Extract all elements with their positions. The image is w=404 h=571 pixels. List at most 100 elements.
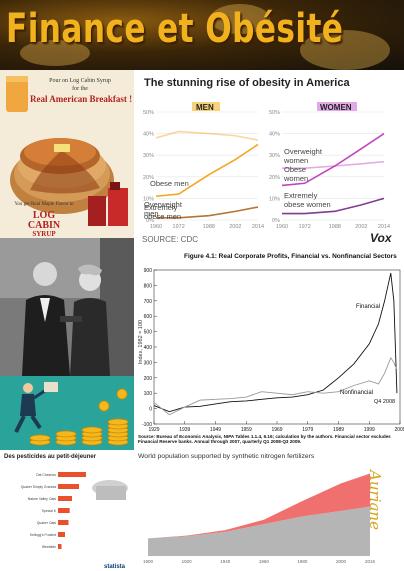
profits-x-tick: 1929 [148, 427, 159, 433]
population-x-tick: 1920 [182, 559, 193, 564]
pesticides-chart: Des pesticides au petit-déjeuner Oat Che… [0, 450, 134, 571]
profits-chart: Figure 4.1: Real Corporate Profits, Fina… [134, 246, 404, 448]
profits-y-axis-label: Index, 1982 = 100 [138, 320, 144, 364]
statista-logo: statista [104, 564, 126, 570]
coins-illustration [0, 376, 134, 450]
obesity-y-tick: 10% [269, 196, 280, 202]
women-obese-label: Obese women [283, 165, 308, 183]
page-title: Finance et Obésité [6, 6, 344, 52]
women-panel-label: WOMEN [320, 103, 352, 112]
q4-2008-annotation: Q4 2008 [374, 399, 395, 405]
ad-brand-3: SYRUP [32, 230, 56, 238]
obesity-y-tick: 20% [143, 175, 154, 181]
population-x-tick: 1900 [143, 559, 154, 564]
obesity-x-tick: 2014 [378, 224, 390, 230]
obesity-chart: The stunning rise of obesity in America … [134, 70, 404, 246]
profits-y-tick: 600 [144, 314, 153, 320]
obesity-chart-svg: The stunning rise of obesity in America … [142, 77, 393, 245]
obesity-source: SOURCE: CDC [142, 235, 198, 244]
profits-chart-svg: Figure 4.1: Real Corporate Profits, Fina… [138, 253, 404, 433]
profits-x-tick: 1959 [241, 427, 252, 433]
obesity-y-tick: 0% [146, 218, 154, 224]
obesity-x-tick: 2002 [229, 224, 241, 230]
obesity-y-tick: 10% [143, 196, 154, 202]
pesticide-category-label: Nature Valley Oats [28, 497, 57, 501]
profits-x-tick: 1969 [271, 427, 282, 433]
pesticide-bar [58, 484, 79, 489]
pesticides-chart-svg: Des pesticides au petit-déjeuner Oat Che… [4, 454, 128, 570]
profits-x-tick: 1999 [364, 427, 375, 433]
pesticide-bar [58, 508, 70, 513]
men-overweight-label: Overweight men [144, 200, 183, 218]
obesity-y-tick: 40% [143, 132, 154, 138]
obesity-x-tick: 2014 [252, 224, 264, 230]
profits-x-tick: 1989 [333, 427, 344, 433]
profits-y-tick: 200 [144, 376, 153, 382]
ad-line-2: for the [72, 86, 88, 92]
financial-series-label: Financial [356, 304, 380, 310]
women-overweight-label: Overweight women [283, 147, 323, 165]
population-x-tick: 1980 [297, 559, 308, 564]
obesity-x-tick: 1988 [329, 224, 341, 230]
ad-line-3: Real American Breakfast ! [30, 94, 133, 104]
population-chart-svg: World population supported by synthetic … [138, 453, 376, 564]
obesity-y-tick: 0% [272, 218, 280, 224]
signature: Auriane [366, 470, 384, 530]
profits-y-tick: -100 [142, 422, 152, 428]
profits-chart-title: Figure 4.1: Real Corporate Profits, Fina… [184, 253, 397, 260]
population-total-area [148, 506, 370, 556]
profits-y-tick: 0 [149, 407, 152, 413]
pesticides-title: Des pesticides au petit-déjeuner [4, 454, 97, 460]
profits-x-tick: 1939 [179, 427, 190, 433]
obesity-y-tick: 30% [143, 153, 154, 159]
nonfinancial-series-label: Nonfinancial [340, 390, 373, 396]
profits-plot-frame [153, 269, 401, 425]
pesticide-bar [58, 496, 72, 501]
pesticide-category-label: Kellogg's Frosted [30, 533, 56, 537]
profits-x-tick: 1979 [302, 427, 313, 433]
pesticide-category-label: Special K [42, 509, 57, 513]
profits-x-tick: 2009 [394, 427, 404, 433]
leaders-photo-illustration [0, 238, 134, 376]
men-panel-label: MEN [196, 103, 214, 112]
profits-source: Source: Bureau of Economic Analysis, NIP… [138, 434, 391, 445]
population-x-tick: 1960 [259, 559, 270, 564]
population-chart: World population supported by synthetic … [134, 448, 404, 571]
profits-y-tick: 500 [144, 330, 153, 336]
women-panel-tag-bg [317, 102, 357, 111]
profits-y-tick: 300 [144, 360, 153, 366]
profits-y-tick: 100 [144, 391, 153, 397]
breakfast-ad-image: Pour on Log Cabin Syrup for the Real Ame… [0, 70, 134, 238]
profits-y-tick: 400 [144, 345, 153, 351]
ad-brand-2: CABIN [27, 220, 61, 231]
ad-line-4: You get Real Maple Flavor in [14, 202, 74, 207]
obesity-chart-title: The stunning rise of obesity in America [144, 77, 350, 89]
profits-series-line [153, 356, 398, 416]
obesity-series-line [156, 206, 259, 219]
obesity-series-line [155, 143, 259, 198]
population-x-tick: 2015 [365, 559, 376, 564]
pesticide-category-label: Quaker Simply Granola [21, 485, 56, 489]
pesticide-category-label: Oat Cheerios [36, 473, 56, 477]
profits-y-tick: 900 [144, 268, 153, 274]
obesity-x-tick: 1988 [203, 224, 215, 230]
obesity-y-tick: 50% [269, 110, 280, 116]
pesticide-bar [58, 544, 62, 549]
women-extreme-label: Extremely obese women [284, 191, 331, 209]
men-extreme-label: Extremely obese men [144, 203, 181, 221]
obesity-series-line [282, 197, 385, 215]
population-title: World population supported by synthetic … [138, 453, 315, 460]
obesity-x-tick: 1960 [276, 224, 288, 230]
breakfast-ad-illustration [0, 70, 134, 238]
population-x-tick: 2000 [336, 559, 347, 564]
leaders-photo [0, 238, 134, 376]
pesticide-bar [58, 532, 65, 537]
men-obese-label: Obese men [150, 179, 189, 188]
obesity-y-tick: 30% [269, 153, 280, 159]
pesticide-bar [58, 520, 69, 525]
obesity-y-tick: 50% [143, 110, 154, 116]
ad-line-1: Pour on Log Cabin Syrup [49, 78, 111, 84]
ad-brand-1: LOG [32, 210, 56, 221]
obesity-x-tick: 1960 [150, 224, 162, 230]
obesity-series-line [281, 132, 385, 187]
